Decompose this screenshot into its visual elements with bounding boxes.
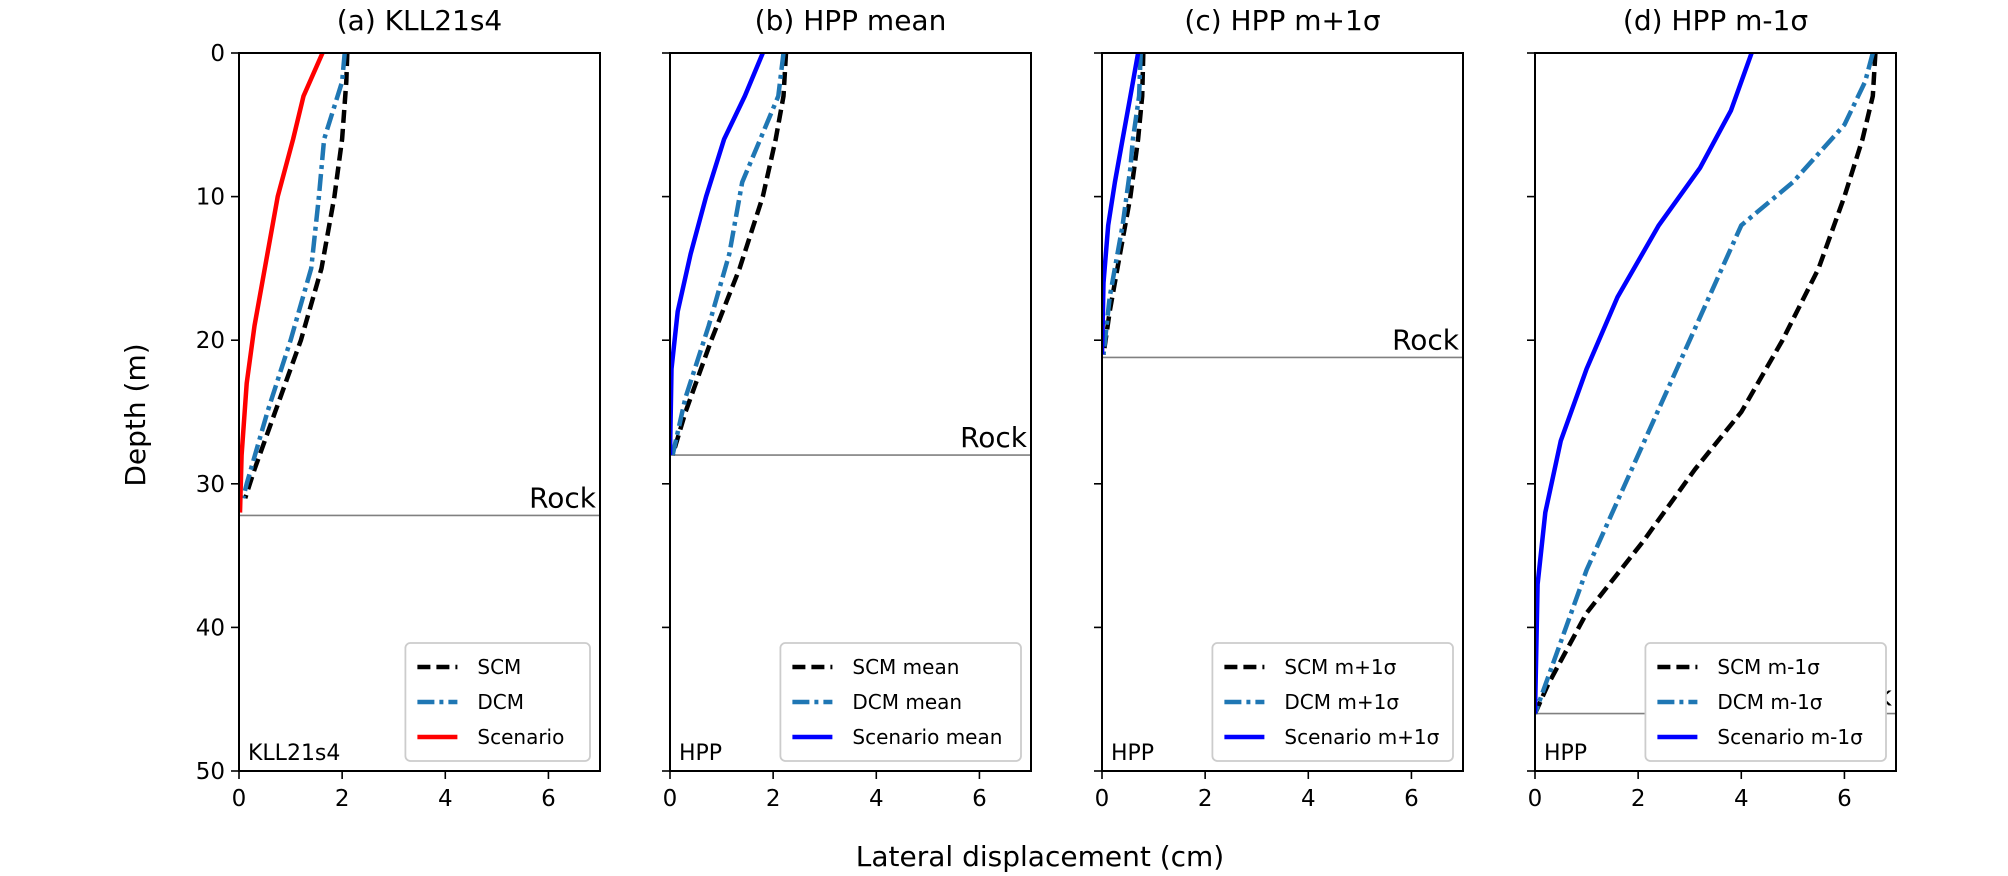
legend: SCM m-1σ DCM m-1σ Scenario m-1σ: [1644, 642, 1887, 762]
series-line-scenario_a: [239, 53, 325, 513]
x-tick-label: 4: [1301, 786, 1316, 812]
legend-label: SCM: [477, 655, 521, 679]
legend-label: DCM mean: [852, 690, 962, 714]
x-tick-label: 0: [232, 786, 247, 812]
rock-label: Rock: [1392, 323, 1460, 356]
y-tick-label: 20: [196, 328, 225, 354]
legend-label: SCM m+1σ: [1284, 655, 1396, 679]
y-tick-label: 10: [196, 185, 225, 211]
series-line-scm: [243, 53, 350, 499]
series-line-scm: [670, 53, 789, 456]
y-tick-label: 50: [196, 759, 225, 785]
plot-frame: [238, 52, 601, 772]
plot-frame: [1101, 52, 1464, 772]
legend-label: SCM m-1σ: [1717, 655, 1820, 679]
rock-label: Rock: [960, 421, 1028, 454]
panel-note: HPP: [1111, 741, 1154, 766]
series-line-dcm: [1535, 53, 1875, 715]
series-line-dcm: [240, 53, 347, 499]
x-tick-label: 2: [1198, 786, 1213, 812]
panel-title: (c) HPP m+1σ: [1184, 4, 1380, 37]
x-axis-label: Lateral displacement (cm): [856, 840, 1224, 873]
plot-frame: [669, 52, 1032, 772]
panel-title: (a) KLL21s4: [337, 4, 503, 37]
panel-a: Rock 0 2 4 6 0 10 20 30 40 50 (a) KLL21s4 KLL21s4 SCM…: [196, 4, 601, 812]
legend-label: DCM m-1σ: [1717, 690, 1822, 714]
x-tick-label: 0: [663, 786, 678, 812]
panel-title: (b) HPP mean: [755, 4, 947, 37]
panel-note: HPP: [679, 741, 722, 766]
x-tick-label: 0: [1095, 786, 1110, 812]
x-tick-label: 4: [438, 786, 453, 812]
legend: SCM m+1σ DCM m+1σ Scenario m+1σ: [1211, 642, 1454, 762]
x-tick-label: 2: [335, 786, 350, 812]
legend-box: [779, 642, 1022, 762]
y-axis-label: Depth (m): [119, 343, 152, 486]
panel-note: KLL21s4: [248, 741, 340, 766]
y-tick-label: 30: [196, 472, 225, 498]
legend-label: DCM m+1σ: [1284, 690, 1399, 714]
x-tick-label: 6: [1404, 786, 1419, 812]
x-tick-label: 4: [869, 786, 884, 812]
x-tick-label: 2: [766, 786, 781, 812]
series-line-scenario: [1535, 53, 1754, 714]
plot-frame: [1534, 52, 1897, 772]
legend-box: [1211, 642, 1454, 762]
x-tick-label: 6: [541, 786, 556, 812]
legend-label: DCM: [477, 690, 524, 714]
series-line-scm: [1102, 53, 1146, 355]
rock-label: Rock: [529, 481, 597, 514]
legend: SCM mean DCM mean Scenario mean: [779, 642, 1022, 762]
legend-label: Scenario m+1σ: [1284, 725, 1439, 749]
legend-label: Scenario m-1σ: [1717, 725, 1863, 749]
legend-label: Scenario: [477, 725, 564, 749]
series-line-scenario: [670, 53, 765, 456]
x-tick-label: 6: [972, 786, 987, 812]
series-line-scm: [1535, 53, 1878, 715]
series-line-scenario: [1102, 53, 1141, 355]
panel-title: (d) HPP m-1σ: [1623, 4, 1808, 37]
series-line-dcm: [670, 53, 786, 456]
legend-box: [1644, 642, 1887, 762]
legend-box: [404, 642, 591, 762]
legend-label: Scenario mean: [852, 725, 1002, 749]
x-tick-label: 0: [1528, 786, 1543, 812]
legend-label: SCM mean: [852, 655, 959, 679]
x-tick-label: 4: [1734, 786, 1749, 812]
x-tick-label: 2: [1631, 786, 1646, 812]
series-line-dcm: [1102, 53, 1143, 355]
y-tick-label: 40: [196, 615, 225, 641]
panel-note: HPP: [1544, 741, 1587, 766]
legend: SCM DCM Scenario: [404, 642, 591, 762]
y-tick-label: 0: [210, 41, 225, 67]
x-tick-label: 6: [1837, 786, 1852, 812]
